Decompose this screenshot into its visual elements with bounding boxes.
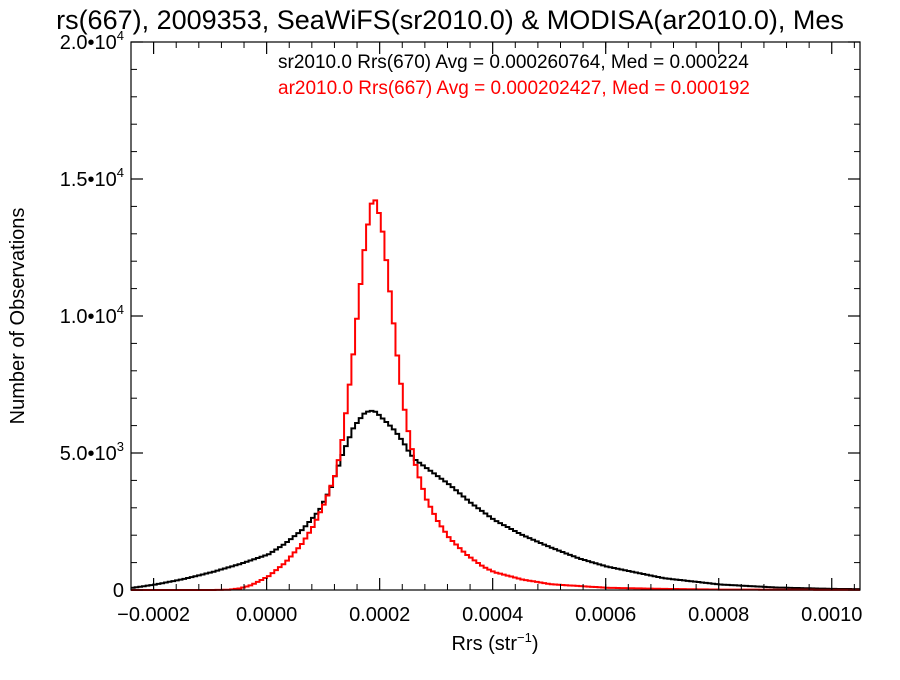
- x-axis-label-exponent: −1: [517, 630, 532, 645]
- y-tick-label: 1.5•104: [60, 165, 124, 191]
- x-tick-label: 0.0010: [801, 604, 862, 626]
- legend-entry-sr2010: sr2010.0 Rrs(670) Avg = 0.000260764, Med…: [278, 52, 749, 73]
- y-axis-label: Number of Observations: [7, 208, 29, 425]
- x-axis-label: Rrs (str−1): [451, 630, 538, 655]
- ticks-layer: −0.0002 0.0000 0.0002 0.0004 0.0006 0.0008 0.0…: [60, 28, 863, 626]
- x-axis-label-close: ): [532, 633, 539, 655]
- y-tick-label: 0: [113, 580, 124, 602]
- x-tick-label: 0.0008: [688, 604, 749, 626]
- y-tick-label: 5.0•103: [60, 439, 124, 465]
- y-tick-label: 2.0•104: [60, 28, 124, 54]
- y-tick-label: 1.0•104: [60, 302, 124, 328]
- legend-entry-ar2010: ar2010.0 Rrs(667) Avg = 0.000202427, Med…: [278, 78, 750, 99]
- x-tick-label: −0.0002: [117, 604, 190, 626]
- x-tick-label: 0.0000: [236, 604, 297, 626]
- series-line-sr2010: [131, 409, 860, 591]
- x-axis-label-text: Rrs (str: [451, 633, 517, 655]
- x-tick-label: 0.0002: [349, 604, 410, 626]
- chart-title: rs(667), 2009353, SeaWiFS(sr2010.0) & MO…: [56, 5, 844, 35]
- x-tick-label: 0.0006: [575, 604, 636, 626]
- x-tick-label: 0.0004: [462, 604, 523, 626]
